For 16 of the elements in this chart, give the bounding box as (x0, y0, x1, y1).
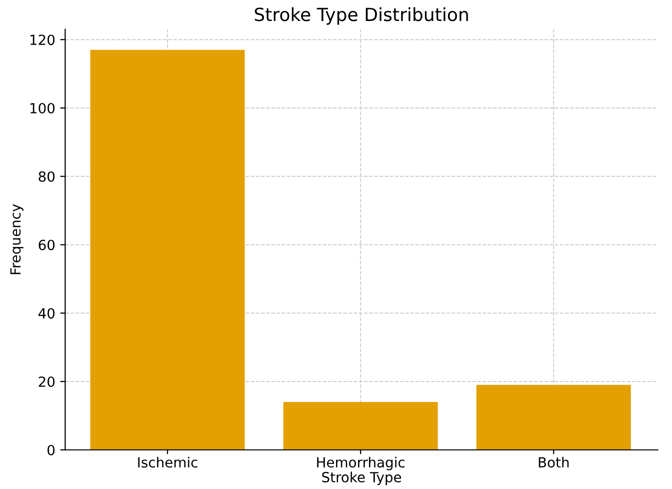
bar (90, 50, 245, 450)
y-tick-label: 20 (38, 376, 55, 387)
bar (283, 402, 438, 450)
y-tick-label: 80 (38, 171, 55, 182)
y-tick-label: 60 (38, 240, 55, 250)
y-tick-label: 0 (48, 444, 55, 456)
y-tick-label: 40 (38, 308, 55, 319)
bar (476, 384, 631, 450)
x-axis-title: Stroke Type (322, 472, 402, 486)
chart-title: Stroke Type Distribution (254, 7, 468, 25)
y-axis-title: Frequency (10, 204, 24, 274)
y-tick-label: 100 (30, 102, 55, 114)
x-tick-label: Ischemic (138, 456, 198, 468)
x-tick-label: Hemorrhagic (317, 456, 404, 470)
x-tick-label: Both (538, 456, 569, 468)
y-tick-label: 120 (30, 34, 55, 46)
